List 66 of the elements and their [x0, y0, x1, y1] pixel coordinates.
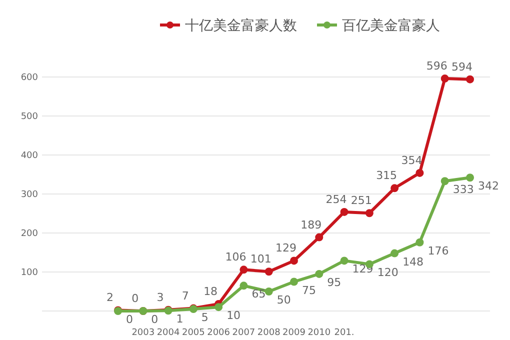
data-label: 596	[426, 60, 448, 73]
point	[315, 233, 324, 242]
data-label: 342	[478, 180, 499, 193]
xtick: 2006	[207, 328, 230, 338]
ytick: 500	[20, 112, 38, 122]
ytick: 200	[20, 229, 38, 239]
ytick: 100	[20, 268, 38, 278]
point	[240, 282, 248, 290]
data-label: 254	[326, 192, 347, 206]
data-label: 176	[428, 244, 449, 258]
point	[466, 174, 474, 182]
ytick: 400	[20, 151, 38, 161]
xtick: 201.	[334, 328, 354, 338]
xtick: 2003	[132, 328, 155, 338]
ytick: 600	[20, 73, 38, 83]
data-label: 7	[182, 289, 189, 302]
data-label: 18	[204, 284, 218, 298]
point	[264, 268, 273, 276]
data-label: 65	[252, 288, 266, 301]
data-label: 129	[276, 242, 296, 255]
xtick: 2010	[308, 328, 331, 338]
point	[390, 184, 399, 192]
xtick: 2004	[156, 328, 180, 338]
point	[315, 270, 324, 278]
data-label: 101	[250, 252, 272, 266]
point	[340, 208, 348, 216]
data-label: 50	[276, 294, 291, 306]
data-label: 106	[225, 250, 246, 264]
data-label: 0	[132, 292, 139, 305]
point	[440, 74, 449, 83]
data-label: 3	[156, 290, 164, 304]
legend-label: 十亿美金富豪人数	[185, 18, 297, 34]
data-label: 95	[327, 276, 342, 289]
data-label: 0	[151, 313, 158, 326]
data-label: 354	[401, 154, 422, 167]
data-label: 189	[300, 218, 322, 232]
point	[240, 266, 248, 274]
data-label: 120	[377, 266, 398, 280]
xtick: 2008	[257, 328, 280, 338]
data-label: 1	[176, 312, 184, 326]
point	[466, 75, 474, 84]
data-label: 2	[106, 291, 114, 304]
point	[440, 177, 449, 186]
xtick: 2005	[182, 328, 205, 338]
point	[214, 303, 223, 312]
point	[416, 238, 424, 246]
point	[390, 249, 399, 258]
data-label: 5	[201, 311, 208, 324]
point	[290, 256, 298, 265]
point	[264, 288, 273, 296]
data-label: 594	[452, 60, 472, 74]
data-label: 333	[452, 183, 474, 196]
data-label: 10	[226, 309, 241, 322]
xtick: 2009	[282, 328, 306, 338]
data-label: 0	[126, 313, 133, 326]
xtick: 2007	[232, 328, 256, 338]
legend-label: 百亿美金富豪人	[342, 18, 440, 34]
point	[340, 256, 348, 265]
point	[416, 168, 424, 177]
point	[290, 278, 298, 286]
point	[365, 209, 374, 218]
data-label: 75	[302, 284, 316, 297]
data-label: 148	[402, 255, 424, 268]
data-label: 315	[376, 169, 398, 182]
ytick: 300	[20, 190, 38, 200]
data-label: 251	[350, 194, 372, 208]
